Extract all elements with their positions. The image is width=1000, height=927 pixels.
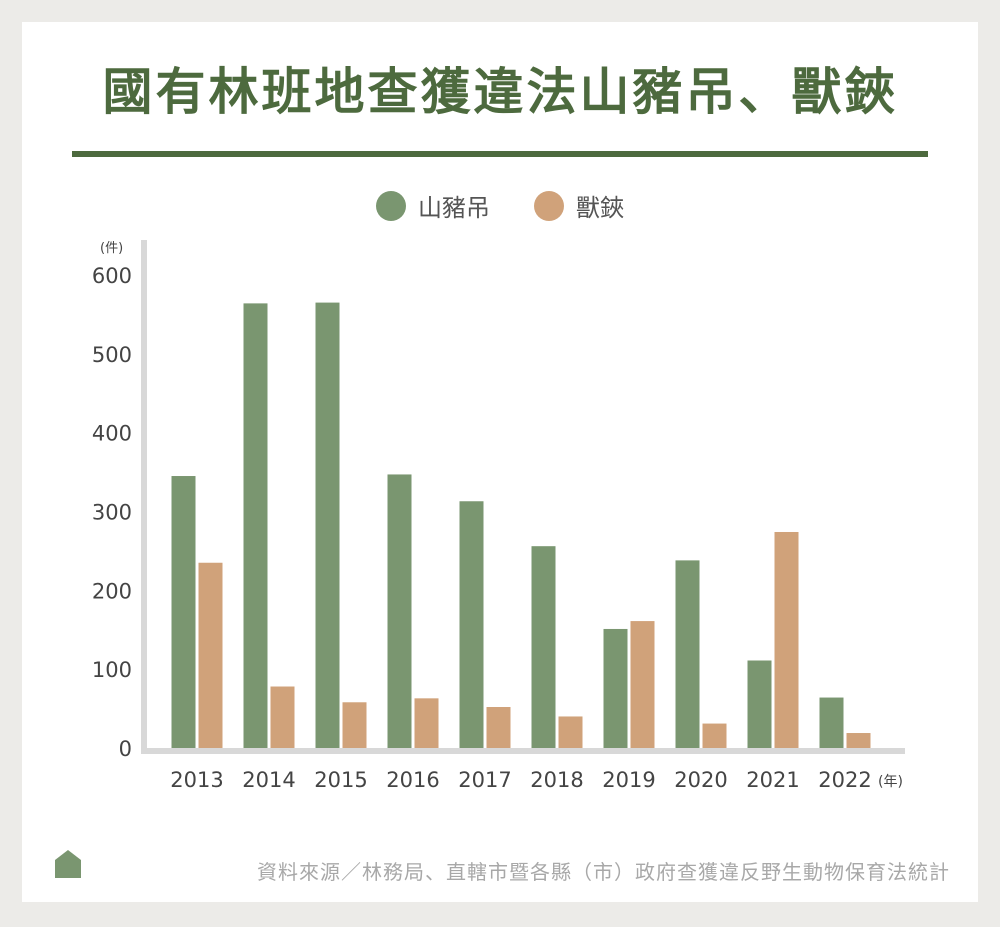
bar-trap bbox=[459, 501, 484, 748]
bar-trap bbox=[531, 546, 556, 748]
bar-jaw-trap bbox=[486, 707, 511, 748]
legend-label-jaw-trap: 獸鋏 bbox=[576, 194, 624, 222]
house-icon bbox=[55, 850, 81, 878]
legend-swatch-jaw-trap bbox=[534, 190, 564, 221]
y-tick-label: 100 bbox=[92, 658, 132, 682]
bar-jaw-trap bbox=[270, 686, 295, 748]
x-tick-label: 2019 bbox=[602, 768, 655, 792]
chart-card bbox=[22, 22, 978, 902]
bar-jaw-trap bbox=[774, 531, 799, 748]
chart-title: 國有林班地查獲違法山豬吊、獸鋏 bbox=[102, 63, 898, 121]
y-tick-label: 400 bbox=[92, 422, 132, 446]
y-tick-label: 600 bbox=[92, 264, 132, 288]
bar-trap bbox=[387, 474, 412, 748]
x-tick-label: 2021 bbox=[746, 768, 799, 792]
x-tick-label: 2017 bbox=[458, 768, 511, 792]
legend-item-jaw-trap: 獸鋏 bbox=[534, 188, 624, 223]
x-axis-line bbox=[141, 748, 905, 754]
bar-jaw-trap bbox=[846, 733, 871, 748]
bar-jaw-trap bbox=[414, 698, 439, 748]
bar-trap bbox=[603, 628, 628, 748]
bar-trap bbox=[747, 660, 772, 748]
legend-item-trap: 山豬吊 bbox=[376, 188, 490, 223]
bar-trap bbox=[243, 303, 268, 748]
x-tick-label: 2018 bbox=[530, 768, 583, 792]
legend-swatch-trap bbox=[376, 190, 406, 221]
bar-trap bbox=[171, 476, 196, 748]
x-tick-label: 2014 bbox=[242, 768, 295, 792]
bar-jaw-trap bbox=[630, 621, 655, 748]
y-tick-label: 300 bbox=[92, 501, 132, 525]
source-note: 資料來源／林務局、直轄市暨各縣（市）政府查獲違反野生動物保育法統計 bbox=[257, 860, 950, 884]
x-tick-label: 2013 bbox=[170, 768, 223, 792]
y-axis-unit: (件) bbox=[100, 241, 123, 256]
bar-jaw-trap bbox=[342, 702, 367, 748]
legend: 山豬吊 獸鋏 bbox=[0, 188, 1000, 223]
y-tick-label: 200 bbox=[92, 579, 132, 603]
x-tick-label: 2015 bbox=[314, 768, 367, 792]
x-tick-label: 2016 bbox=[386, 768, 439, 792]
bar-jaw-trap bbox=[702, 723, 727, 748]
bar-trap bbox=[819, 697, 844, 748]
legend-label-trap: 山豬吊 bbox=[418, 194, 490, 222]
bar-jaw-trap bbox=[558, 716, 583, 748]
bar-trap bbox=[315, 302, 340, 748]
y-axis-line bbox=[141, 240, 147, 752]
title-underline bbox=[72, 151, 928, 157]
x-tick-label: 2020 bbox=[674, 768, 727, 792]
x-tick-label: 2022 bbox=[818, 768, 871, 792]
bar-trap bbox=[675, 560, 700, 748]
bar-jaw-trap bbox=[198, 562, 223, 748]
y-tick-label: 500 bbox=[92, 343, 132, 367]
x-axis-unit: (年) bbox=[878, 774, 903, 790]
y-tick-label: 0 bbox=[119, 737, 132, 761]
